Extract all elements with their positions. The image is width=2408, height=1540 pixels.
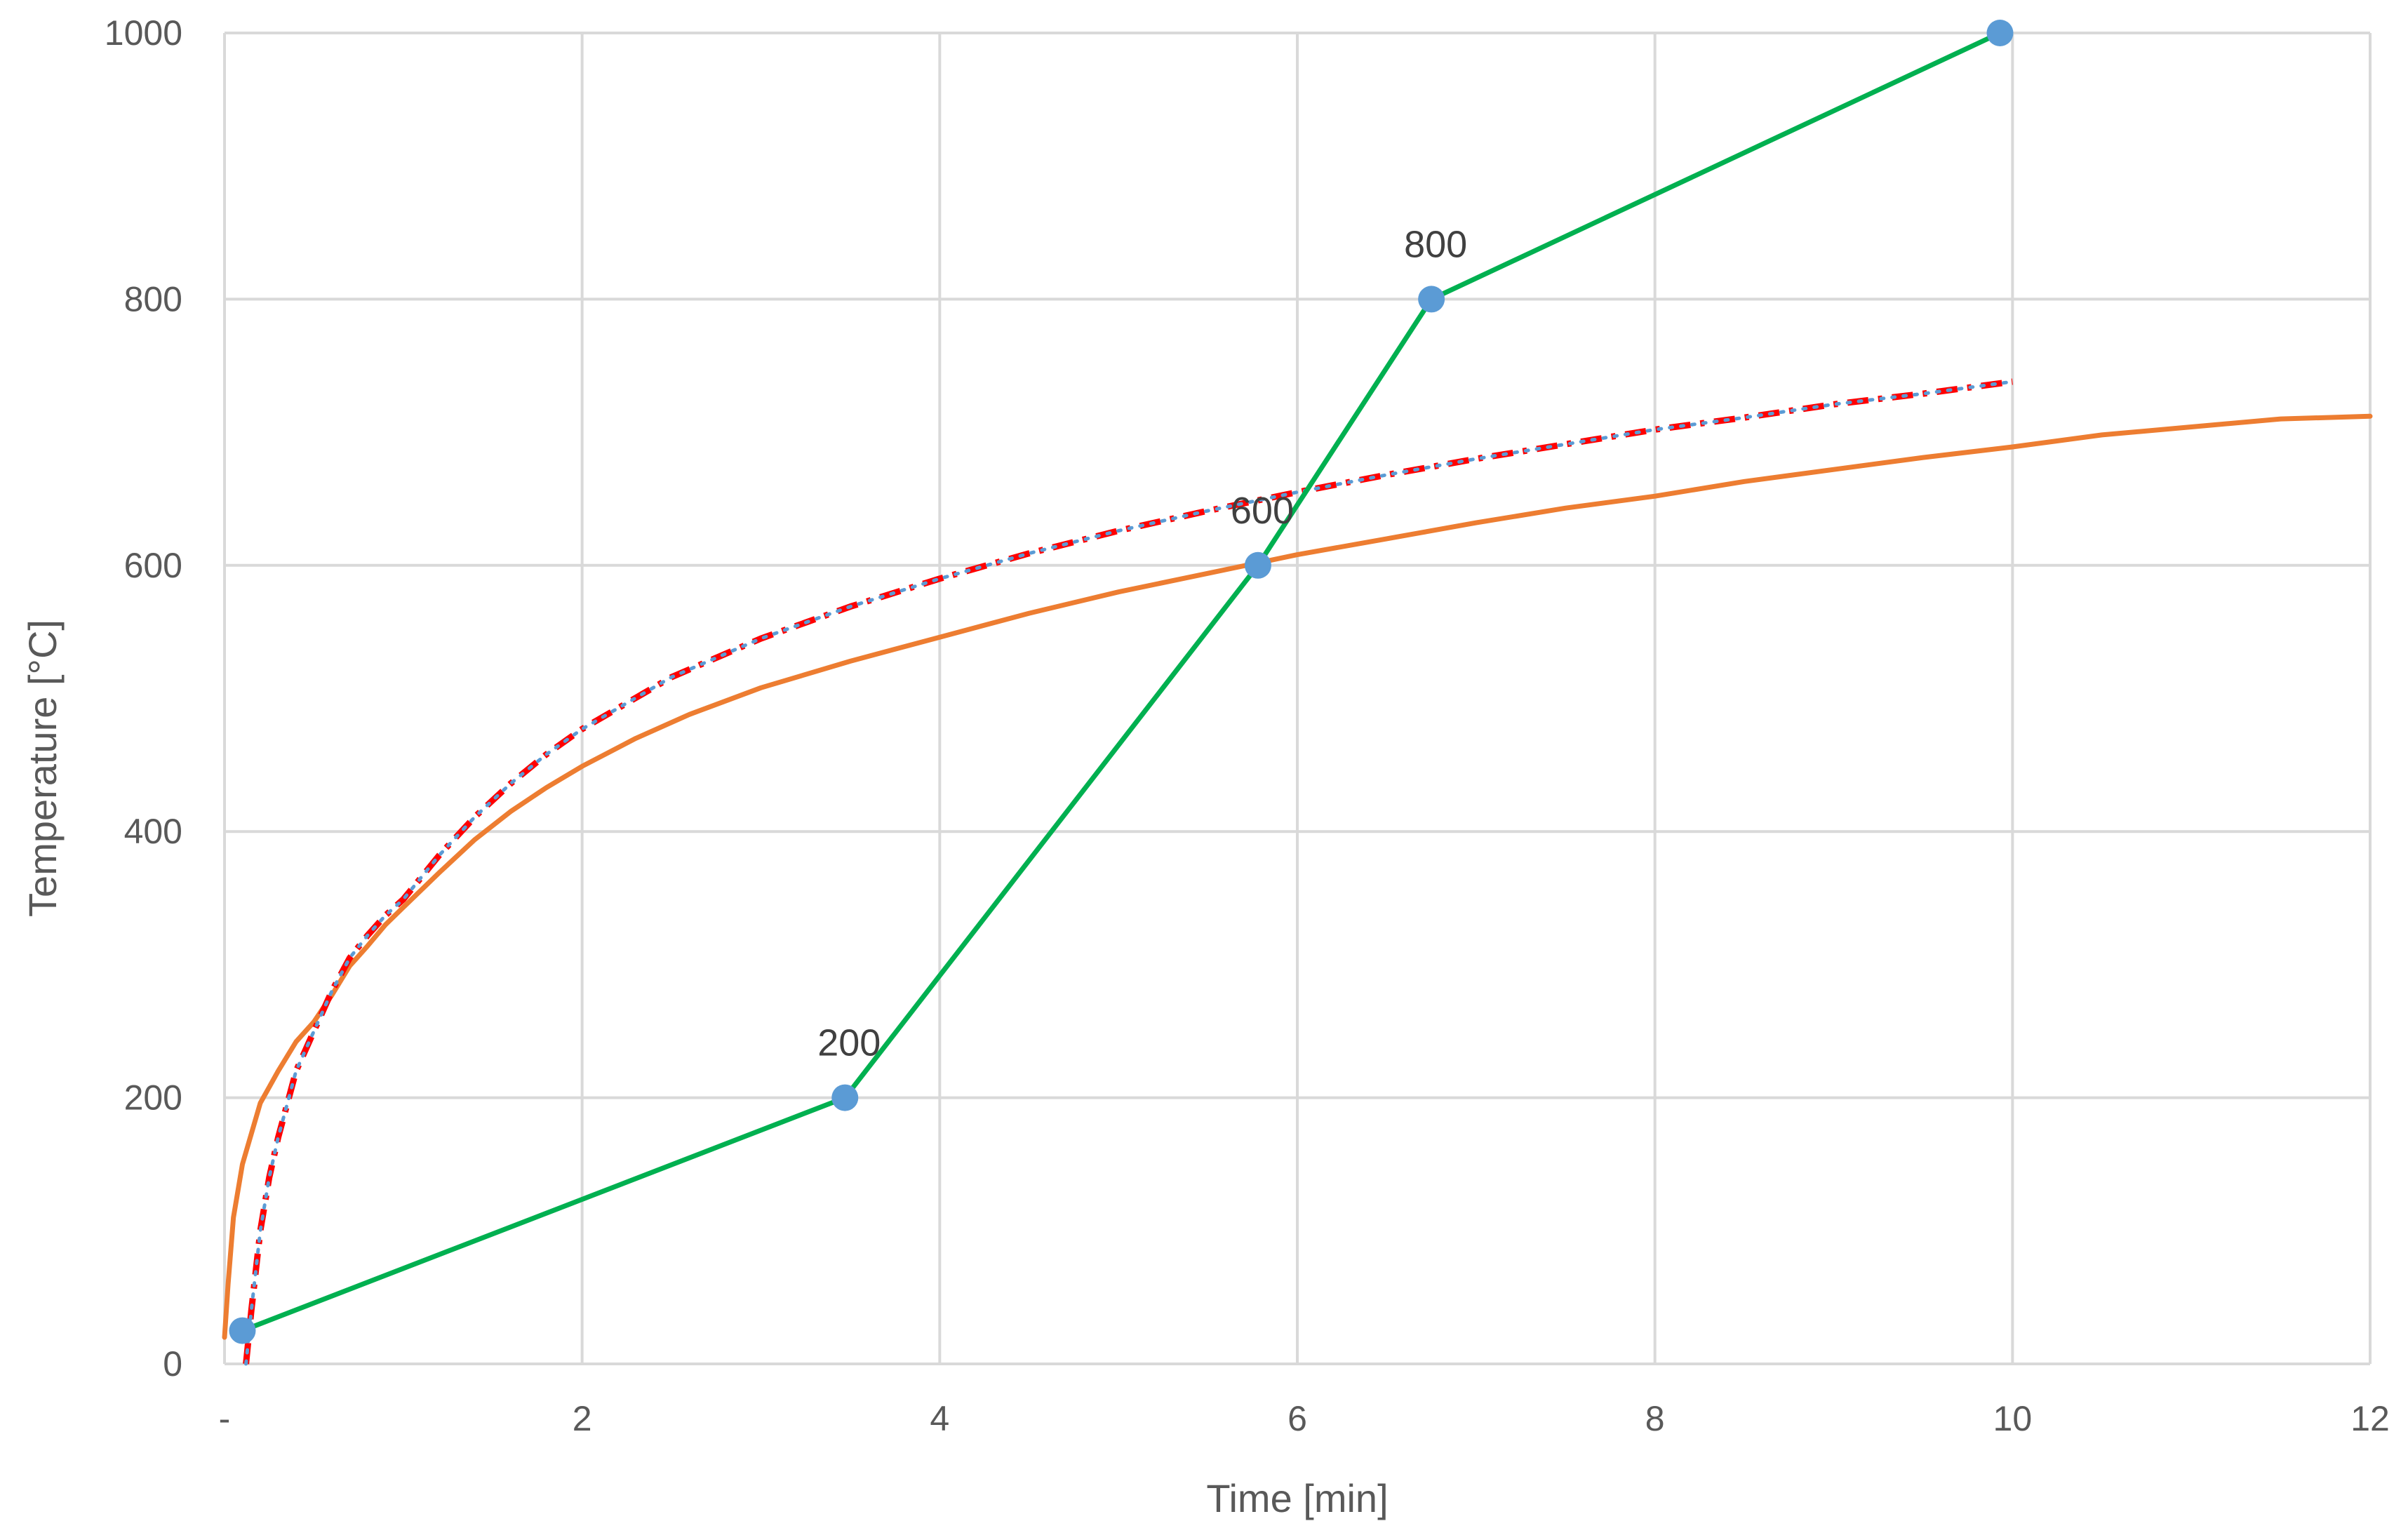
y-tick-label: 400 (124, 812, 182, 851)
y-tick-label: 0 (163, 1344, 182, 1384)
data-point-marker (1244, 551, 1271, 579)
data-point-marker (1418, 286, 1445, 313)
x-tick-label: 10 (1993, 1399, 2033, 1438)
data-label: 200 (817, 1022, 881, 1064)
data-point-marker (831, 1084, 859, 1111)
data-point-marker (1986, 20, 2014, 46)
markers-group (229, 20, 2014, 1344)
x-tick-label: 6 (1287, 1399, 1307, 1438)
data-point-marker (229, 1317, 256, 1344)
x-tick-label: 2 (573, 1399, 592, 1438)
y-tick-label: 1000 (105, 13, 182, 53)
data-label: 600 (1231, 490, 1294, 532)
x-axis-title: Time [min] (1206, 1476, 1388, 1520)
series-line-1 (222, 413, 2373, 1340)
y-tick-label: 800 (124, 279, 182, 319)
gridlines (223, 32, 2372, 1365)
series-line-4 (240, 30, 2002, 1334)
y-tick-label: 600 (124, 546, 182, 585)
data-label: 800 (1404, 223, 1467, 265)
x-tick-label: - (219, 1399, 231, 1438)
x-tick-label: 12 (2350, 1399, 2390, 1438)
y-tick-label: 200 (124, 1078, 182, 1118)
y-axis-title: Temperature [°C] (20, 620, 65, 917)
series-line-3 (244, 380, 2014, 1366)
x-tick-label: 8 (1645, 1399, 1665, 1438)
x-tick-label: 4 (930, 1399, 949, 1438)
